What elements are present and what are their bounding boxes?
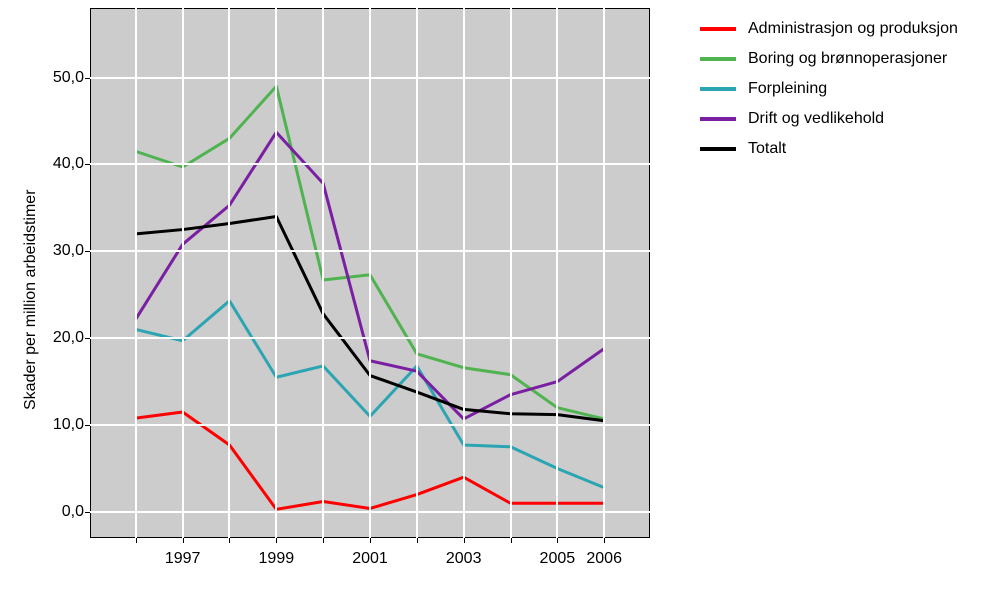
gridline-vertical — [463, 8, 465, 538]
x-tick-mark — [323, 538, 324, 543]
gridline-vertical — [556, 8, 558, 538]
x-tick-mark — [183, 538, 184, 543]
y-tick-label: 10,0 — [34, 416, 84, 434]
gridline-vertical — [369, 8, 371, 538]
x-tick-mark — [229, 538, 230, 543]
gridline-vertical — [510, 8, 512, 538]
x-tick-mark — [511, 538, 512, 543]
y-tick-mark — [85, 78, 90, 79]
chart-container: Skader per million arbeidstimer Administ… — [0, 0, 1000, 602]
y-tick-label: 30,0 — [34, 242, 84, 260]
gridline-vertical — [603, 8, 605, 538]
gridline-vertical — [322, 8, 324, 538]
gridline-vertical — [228, 8, 230, 538]
y-tick-mark — [85, 425, 90, 426]
gridline-vertical — [135, 8, 137, 538]
x-tick-mark — [417, 538, 418, 543]
y-tick-mark — [85, 338, 90, 339]
gridline-vertical — [275, 8, 277, 538]
x-tick-label: 2003 — [446, 550, 482, 568]
y-tick-mark — [85, 512, 90, 513]
x-tick-label: 1999 — [259, 550, 295, 568]
gridline-vertical — [416, 8, 418, 538]
y-tick-label: 50,0 — [34, 69, 84, 87]
x-tick-mark — [464, 538, 465, 543]
y-tick-mark — [85, 251, 90, 252]
x-tick-mark — [370, 538, 371, 543]
x-tick-mark — [604, 538, 605, 543]
y-tick-label: 0,0 — [34, 503, 84, 521]
y-tick-mark — [85, 164, 90, 165]
x-tick-mark — [276, 538, 277, 543]
x-tick-label: 2001 — [352, 550, 388, 568]
y-tick-label: 40,0 — [34, 155, 84, 173]
y-tick-label: 20,0 — [34, 329, 84, 347]
x-tick-label: 2006 — [586, 550, 622, 568]
gridline-vertical — [182, 8, 184, 538]
x-tick-mark — [136, 538, 137, 543]
x-tick-label: 1997 — [165, 550, 201, 568]
x-tick-label: 2005 — [540, 550, 576, 568]
x-tick-mark — [557, 538, 558, 543]
